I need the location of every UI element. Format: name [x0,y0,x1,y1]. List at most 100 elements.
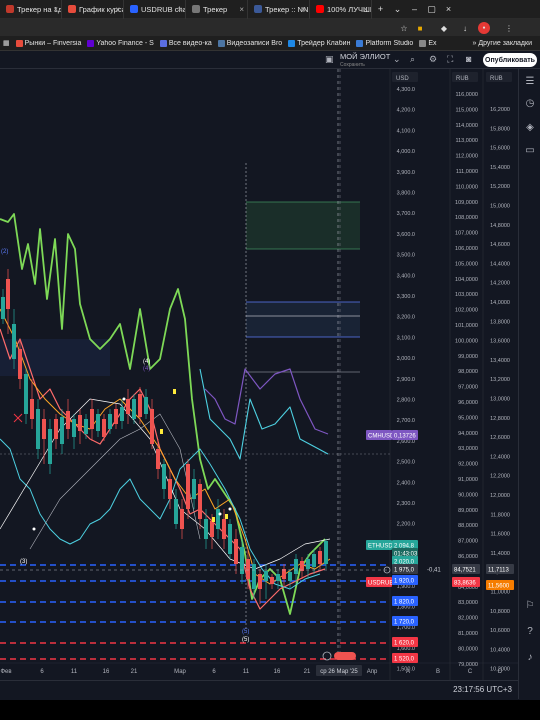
bookmark-item[interactable]: Yahoo Finance - S [84,39,156,47]
tab-search-icon[interactable]: ⌄ [393,3,402,14]
eth-price-tag: 2 020,0 [394,560,415,566]
new-tab-icon[interactable]: + [377,4,384,14]
tab-close-icon[interactable]: × [53,4,58,14]
events-badge[interactable] [334,652,356,660]
crosshair-plus-icon[interactable] [383,566,391,574]
level-1520-tag: 1 520,0 [394,657,415,663]
candle-body [186,464,190,509]
signal-marker [225,514,228,519]
bookmark-favicon-icon [356,39,364,47]
bookmark-item[interactable]: Ex [416,39,439,47]
browser-tab[interactable]: Трекер на 1д × [0,0,62,19]
mid-scale-header: RUB [456,76,469,82]
candle-body [42,419,46,439]
cmhusd-tag-bg [366,430,392,440]
right-scale-tick: 15,6000 [490,146,510,152]
crosshair-mid-price: 84,7521 [454,568,476,574]
mid-scale-tick: 98,0000 [458,369,478,375]
candle-body [288,572,292,581]
close-window-icon[interactable]: × [445,4,452,14]
candle-body [312,554,316,567]
shield-icon[interactable]: ◆ [440,23,448,33]
browser-tab[interactable]: Трекер :: NNM× [248,0,310,19]
publish-button[interactable]: Опубликовать [483,53,537,67]
fullscreen-icon[interactable]: ⛶ [447,54,454,64]
tab-close-icon[interactable]: × [301,4,306,14]
right-scale-tick: 10,2000 [490,667,510,673]
signal-icon[interactable]: ⚐ [525,599,535,611]
maximize-icon[interactable]: ▢ [427,3,436,14]
tab-close-icon[interactable]: × [239,4,244,14]
notifications-bell-icon[interactable]: ♪ [527,651,533,663]
left-scale-tick: 1,500.0 [397,667,415,673]
purple-indicator-line [204,368,329,435]
browser-tab[interactable]: Трекер × [186,0,248,19]
candle-body [84,419,88,434]
bookmark-item[interactable]: Все видео-ка [157,39,215,47]
help-icon[interactable]: ? [527,625,533,637]
chart-area[interactable]: USD RUB RUB 4,300.0 4,200.0 4,100.0 4,000.0 3,9… [0,69,540,720]
replay-icon[interactable] [322,651,332,661]
mid-scale-tick: 81,0000 [458,631,478,637]
browser-tab[interactable]: 100% ЛУЧШИЙ× [310,0,372,19]
bookmark-item[interactable]: Трейдер Клабин [285,39,353,47]
level-1820-tag-bg [392,596,418,606]
time-axis-tick: Фев [0,669,11,675]
camera-icon[interactable]: ◙ [466,54,472,64]
candle-body [180,509,184,529]
settings-gear-icon[interactable]: ⚙ [429,54,438,64]
layout-name[interactable]: МОЙ ЭЛЛИОТ Сохранить [340,53,390,69]
candle-body [108,414,112,429]
ethusd-countdown-bg [392,548,418,558]
mid-scale-tick: 101,0000 [455,323,478,329]
left-scale-tick: 4,300.0 [397,87,415,93]
level-1620-tag-bg [392,637,418,647]
tab-close-icon[interactable]: × [177,4,182,14]
chart-svg[interactable]: USD RUB RUB4,300.04,200.04,100.04,000.03,9… [0,69,540,680]
candle-body [60,417,64,444]
signal-marker [212,517,215,522]
download-icon[interactable]: ↓ [463,23,467,33]
left-scale-tick: 3,100.0 [397,335,415,341]
bookmark-label: Platform Studio [365,39,414,47]
right-scale-tick: 12,0000 [490,493,510,499]
time-cursor-bg [316,665,362,676]
chat-icon[interactable]: ▭ [525,144,535,156]
browser-tab[interactable]: График курса к× [62,0,124,19]
layout-icon[interactable]: ▣ [325,54,334,64]
browser-tab-strip: Трекер на 1д×График курса к×USDRUB chart… [0,0,540,19]
candle-body [18,349,22,379]
level-1920-tag-bg [392,575,418,585]
left-scale-tick: 3,000.0 [397,356,415,362]
profile-avatar[interactable]: ● [478,22,490,34]
menu-dots-icon[interactable]: ⋮ [505,23,513,33]
mid-scale-tick: 103,0000 [455,292,478,298]
apps-grid-icon[interactable]: ▦ [3,40,10,47]
alerts-clock-icon[interactable]: ◷ [525,97,535,109]
candle-body [204,519,208,539]
tab-close-icon[interactable]: × [115,4,120,14]
bookmark-flag-icon[interactable]: ■ [417,23,423,33]
left-scale-tick: 2,700.0 [397,418,415,424]
grey-channel-line [29,413,201,550]
minimize-icon[interactable]: – [411,4,417,14]
star-icon[interactable]: ☆ [400,23,408,33]
layers-icon[interactable]: ◈ [526,121,534,133]
other-bookmarks[interactable]: » Другие закладки [472,39,532,47]
scale-letter-tick: A [406,669,410,675]
browser-tab[interactable]: USDRUB chart× [124,0,186,19]
mid-scale-tick: 108,0000 [455,215,478,221]
bookmark-item[interactable]: Platform Studio [353,39,416,47]
candle-body [114,409,118,424]
right-scale-tick: 15,8000 [490,126,510,132]
search-icon[interactable]: ⌕ [410,54,416,64]
bookmark-item[interactable]: Рынки – Finversia [13,39,85,47]
elliott-wave-label: (4) [143,366,150,372]
right-scale-tick: 12,6000 [490,435,510,441]
dropdown-chevron-icon[interactable]: ⌄ [393,54,401,64]
utc-clock[interactable]: 23:17:56 UTC+3 [453,685,512,694]
bookmark-item[interactable]: Видеозаписи Bro [215,39,285,47]
watchlist-icon[interactable]: ☰ [525,75,535,87]
tab-close-icon[interactable]: × [363,4,368,14]
mid-scale-tick: 111,0000 [456,169,478,175]
